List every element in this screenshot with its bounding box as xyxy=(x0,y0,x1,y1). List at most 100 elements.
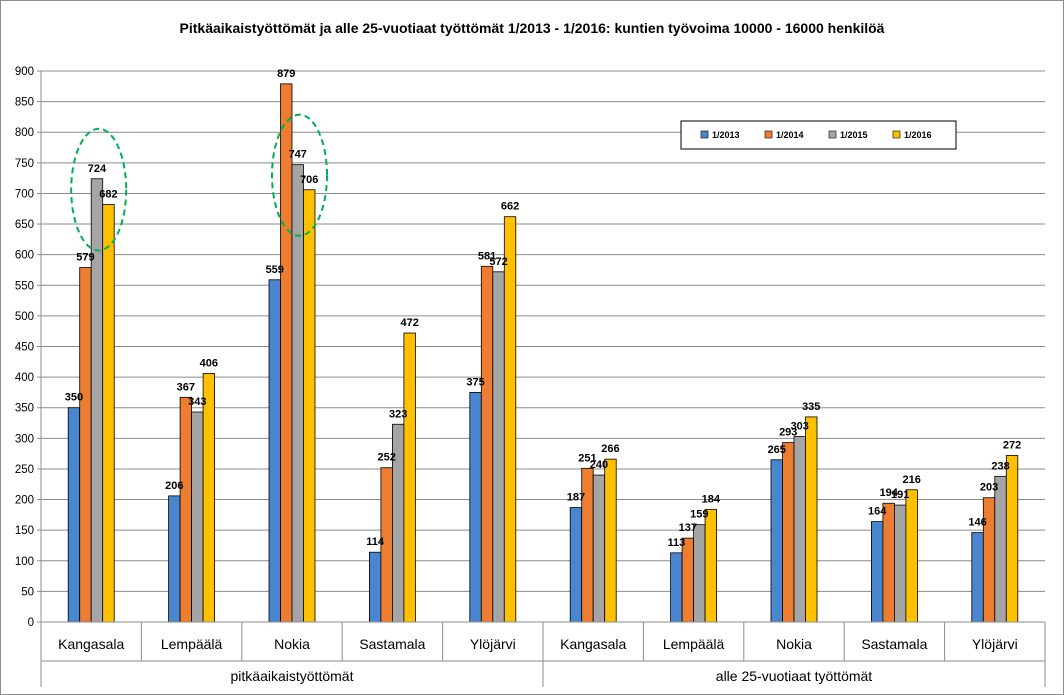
bar xyxy=(368,551,382,623)
data-label: 194 xyxy=(879,487,898,499)
data-label: 187 xyxy=(567,492,585,504)
y-tick-label: 250 xyxy=(15,464,34,476)
data-label: 323 xyxy=(389,408,407,420)
y-tick-label: 200 xyxy=(15,495,34,507)
data-label: 216 xyxy=(902,474,920,486)
group-label: alle 25-vuotiaat työttömät xyxy=(716,668,873,684)
bar xyxy=(805,416,818,623)
data-label: 572 xyxy=(489,256,507,268)
legend: 1/2013 1/2014 1/2015 1/2016 xyxy=(680,120,957,150)
bar xyxy=(480,265,494,623)
y-tick-label: 50 xyxy=(21,586,34,598)
category-label: Kangasala xyxy=(560,636,626,652)
legend-swatch xyxy=(764,130,773,139)
category-label: Lempäälä xyxy=(161,636,223,652)
bar xyxy=(102,204,115,623)
category-label: Sastamala xyxy=(359,636,425,652)
data-label: 203 xyxy=(980,482,998,494)
data-label: 159 xyxy=(690,509,708,521)
bar xyxy=(168,495,181,623)
data-label: 335 xyxy=(802,401,820,413)
data-label: 579 xyxy=(76,252,94,264)
legend-label: 1/2014 xyxy=(776,130,804,140)
data-label: 206 xyxy=(165,480,183,492)
data-label: 184 xyxy=(702,493,721,505)
category-label: Nokia xyxy=(274,636,310,652)
data-label: 251 xyxy=(578,452,596,464)
bar xyxy=(268,279,281,623)
y-tick-label: 700 xyxy=(15,188,34,200)
bar xyxy=(681,537,694,623)
bar xyxy=(882,502,895,623)
bar xyxy=(291,164,304,623)
bar xyxy=(894,504,907,623)
y-tick-label: 550 xyxy=(15,280,34,292)
data-label: 191 xyxy=(891,489,909,501)
bar xyxy=(592,474,606,623)
data-label: 293 xyxy=(779,427,797,439)
bar xyxy=(994,475,1007,623)
bar xyxy=(492,271,505,623)
category-label: Ylöjärvi xyxy=(972,636,1018,652)
y-tick-label: 900 xyxy=(15,66,34,78)
y-tick-label: 100 xyxy=(15,556,34,568)
data-label: 164 xyxy=(868,506,887,518)
y-tick-label: 650 xyxy=(15,219,34,231)
highlight-ellipse xyxy=(271,113,328,237)
bars xyxy=(67,83,1019,623)
bar xyxy=(905,489,918,623)
data-label: 266 xyxy=(601,443,619,455)
axes xyxy=(40,71,1046,687)
y-tick-label: 800 xyxy=(15,127,34,139)
data-label: 747 xyxy=(289,149,307,161)
data-label: 406 xyxy=(200,357,218,369)
data-label: 240 xyxy=(590,459,608,471)
bar xyxy=(693,524,706,623)
bar xyxy=(303,189,316,623)
legend-label: 1/2013 xyxy=(712,130,740,140)
y-tick-label: 400 xyxy=(15,372,34,384)
data-label: 113 xyxy=(667,537,685,549)
y-tick-label: 500 xyxy=(15,311,34,323)
data-label: 724 xyxy=(88,163,107,175)
bar xyxy=(503,216,517,623)
highlight-ellipse xyxy=(70,127,128,252)
bar xyxy=(1005,455,1019,623)
bar xyxy=(871,521,884,623)
bar xyxy=(704,508,717,623)
data-label: 137 xyxy=(679,522,697,534)
category-label: Ylöjärvi xyxy=(470,636,516,652)
legend-label: 1/2015 xyxy=(840,130,868,140)
data-label: 472 xyxy=(400,317,418,329)
bar xyxy=(971,532,984,623)
data-label: 238 xyxy=(991,460,1009,472)
category-label: Nokia xyxy=(776,636,812,652)
y-tick-label: 600 xyxy=(15,250,34,262)
bar xyxy=(90,178,104,623)
data-label: 682 xyxy=(99,188,117,200)
y-tick-label: 450 xyxy=(15,342,34,354)
chart-title: Pitkäaikaistyöttömät ja alle 25-vuotiaat… xyxy=(180,20,885,36)
bar xyxy=(604,458,617,623)
data-label: 706 xyxy=(300,174,318,186)
data-label: 559 xyxy=(266,264,284,276)
bar xyxy=(793,436,806,623)
y-tick-label: 750 xyxy=(15,158,34,170)
data-label: 350 xyxy=(65,392,83,404)
legend-swatch xyxy=(892,130,901,139)
data-label: 303 xyxy=(791,420,809,432)
category-label: Lempäälä xyxy=(663,636,725,652)
bar xyxy=(670,552,683,623)
bar xyxy=(79,267,92,623)
data-label: 252 xyxy=(377,452,395,464)
x-axis-categories: Kangasala Lempäälä Nokia Sastamala Ylöjärvi K… xyxy=(58,636,1018,684)
bar xyxy=(67,407,81,623)
category-label: Sastamala xyxy=(861,636,927,652)
legend-swatch xyxy=(828,130,837,139)
group-label: pitkäaikaistyöttömät xyxy=(231,668,354,684)
data-label: 662 xyxy=(501,201,519,213)
data-label: 265 xyxy=(768,444,786,456)
data-label: 879 xyxy=(277,68,295,80)
legend-label: 1/2016 xyxy=(904,130,932,140)
